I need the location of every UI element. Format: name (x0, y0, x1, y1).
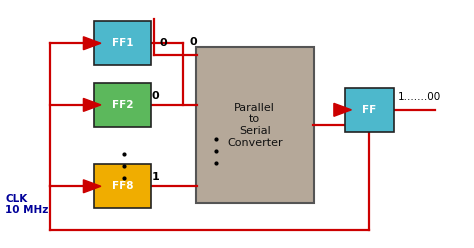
Polygon shape (334, 103, 351, 116)
FancyBboxPatch shape (94, 83, 151, 127)
Text: FF1: FF1 (112, 38, 133, 48)
Text: 1.......00: 1.......00 (398, 92, 441, 102)
Text: 0: 0 (152, 91, 160, 101)
Text: 0: 0 (159, 38, 167, 48)
Polygon shape (83, 180, 101, 193)
Polygon shape (83, 37, 101, 50)
Text: CLK
10 MHz: CLK 10 MHz (5, 194, 49, 215)
Text: FF2: FF2 (112, 100, 133, 110)
Polygon shape (83, 98, 101, 111)
FancyBboxPatch shape (345, 88, 394, 132)
FancyBboxPatch shape (94, 21, 151, 65)
Text: FF8: FF8 (112, 181, 133, 191)
Text: 1: 1 (152, 172, 160, 182)
Text: 0: 0 (190, 37, 197, 47)
FancyBboxPatch shape (94, 164, 151, 208)
FancyBboxPatch shape (196, 47, 314, 203)
Text: FF: FF (362, 105, 376, 115)
Text: Parallel
to
Serial
Converter: Parallel to Serial Converter (227, 103, 283, 148)
